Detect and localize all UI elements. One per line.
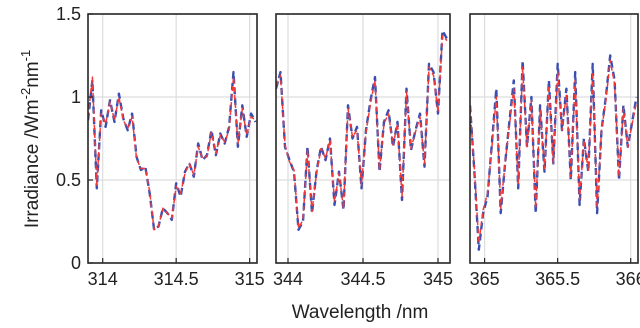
panel-2: 344 344.5 345 [273, 13, 453, 289]
y-axis-title-exp1: -2 [18, 88, 33, 100]
panel-frame [469, 13, 639, 264]
panel-frame [87, 13, 258, 264]
y-tick-label: 0.5 [56, 170, 81, 190]
y-axis-title-mid: nm [22, 61, 43, 87]
x-tick-label: 314 [88, 269, 118, 289]
series-line-2 [276, 34, 448, 229]
series-line-1 [276, 29, 449, 231]
y-tick-label: 0 [71, 253, 81, 273]
panel-1: 314 314.5 315 [87, 13, 265, 289]
y-tick-label: 1 [71, 87, 81, 107]
y-tick-labels: 0 0.5 1 1.5 [56, 4, 81, 273]
series-line-1 [88, 70, 257, 231]
x-tick-label: 344 [273, 269, 303, 289]
x-tick-label: 365.5 [535, 269, 580, 289]
panel-3: 365 365.5 366 [469, 13, 640, 289]
y-axis-title-base: Irradiance /Wm [22, 99, 43, 228]
x-tick-label: 366 [616, 269, 640, 289]
chart-panels: 314 314.5 315 344 344.5 345 365 365.5 366 [87, 13, 640, 289]
series-line-2 [470, 59, 638, 244]
x-tick-label: 314.5 [154, 269, 199, 289]
x-axis-title: Wavelength /nm [292, 302, 429, 323]
y-axis-title: Irradiance /Wm-2nm-1 [18, 50, 43, 228]
y-axis-title-exp2: -1 [18, 50, 33, 62]
x-tick-label: 344.5 [340, 269, 385, 289]
x-tick-label: 365 [470, 269, 500, 289]
x-tick-label: 345 [423, 269, 453, 289]
x-tick-label: 315 [235, 269, 265, 289]
y-tick-label: 1.5 [56, 4, 81, 24]
series-line-2 [88, 76, 256, 231]
